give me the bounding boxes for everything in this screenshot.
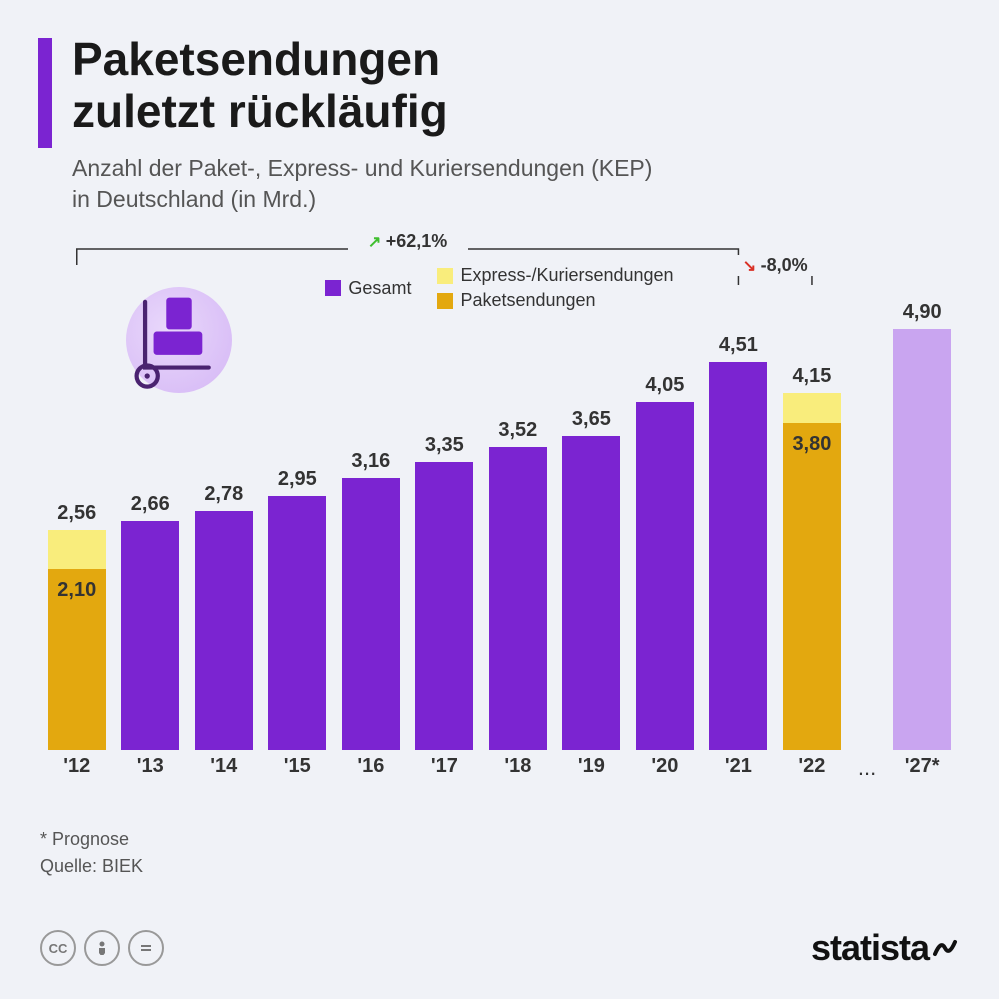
bar: 2,78: [195, 511, 253, 750]
bars-zone: 2,10 2,56 2,66 2,78 2,95 3,16 3,35 3,52 3,65 4,05…: [40, 320, 959, 750]
header-block: Paketsendungen zuletzt rückläufig Anzahl…: [72, 34, 959, 215]
bar: 3,35: [415, 462, 473, 750]
x-label: '19: [555, 755, 629, 785]
legend-express-label: Express-/Kuriersendungen: [460, 265, 673, 286]
x-label: '13: [114, 755, 188, 785]
title: Paketsendungen zuletzt rückläufig: [72, 34, 959, 137]
total-value-label: 3,16: [351, 450, 390, 473]
cc-icon: CC: [40, 930, 76, 966]
title-line1: Paketsendungen: [72, 33, 440, 85]
total-value-label: 4,51: [719, 334, 758, 357]
paket-value-label: 3,80: [792, 433, 831, 456]
total-value-label: 2,66: [131, 493, 170, 516]
by-icon: [84, 930, 120, 966]
legend-paket-label: Paketsendungen: [460, 290, 595, 311]
bar: 3,52: [489, 447, 547, 750]
bar: 3,16: [342, 478, 400, 750]
total-value-label: 3,52: [498, 419, 537, 442]
bar: 2,102,56: [48, 530, 106, 750]
bar: 2,66: [121, 521, 179, 750]
license-icons: CC: [40, 930, 164, 966]
x-label: '18: [481, 755, 555, 785]
total-value-label: 4,05: [645, 374, 684, 397]
x-label: '16: [334, 755, 408, 785]
bar-slot: [849, 320, 886, 750]
bar: 2,95: [268, 496, 326, 750]
footnote-l2: Quelle: BIEK: [40, 856, 143, 876]
bar: 4,51: [709, 362, 767, 750]
bar-slot: 4,05: [628, 320, 702, 750]
x-label: '14: [187, 755, 261, 785]
bar-slot: 3,35: [408, 320, 482, 750]
x-label: '27*: [885, 755, 959, 785]
brand-logo: statista: [811, 927, 959, 969]
bar: 4,90: [893, 329, 951, 750]
bar-slot: 4,90: [885, 320, 959, 750]
bar: 3,65: [562, 436, 620, 750]
paket-value-label: 2,10: [57, 579, 96, 602]
nd-icon: [128, 930, 164, 966]
total-value-label: 3,65: [572, 408, 611, 431]
bar-slot: 4,51: [702, 320, 776, 750]
x-label: ...: [849, 755, 886, 785]
footnote-l1: * Prognose: [40, 829, 129, 849]
accent-bar: [38, 38, 52, 148]
legend-gesamt-label: Gesamt: [348, 278, 411, 299]
legend-paket: Paketsendungen: [437, 290, 673, 311]
x-axis-labels: '12'13'14'15'16'17'18'19'20'21'22...'27*: [40, 755, 959, 785]
bar-slot: 2,95: [261, 320, 335, 750]
footer: CC statista: [40, 927, 959, 969]
total-value-label: 2,78: [204, 483, 243, 506]
bar-slot: 3,52: [481, 320, 555, 750]
x-label: '20: [628, 755, 702, 785]
bar: 3,804,15: [783, 393, 841, 750]
bar-slot: 3,16: [334, 320, 408, 750]
total-value-label: 2,95: [278, 468, 317, 491]
x-label: '21: [702, 755, 776, 785]
x-label: '12: [40, 755, 114, 785]
bar-slot: 2,66: [114, 320, 188, 750]
legend-gesamt: Gesamt: [325, 278, 411, 299]
bar-slot: 2,78: [187, 320, 261, 750]
x-label: '17: [408, 755, 482, 785]
total-value-label: 3,35: [425, 434, 464, 457]
subtitle-line2: in Deutschland (in Mrd.): [72, 186, 316, 212]
x-label: '15: [261, 755, 335, 785]
legend: Gesamt Express-/Kuriersendungen Paketsen…: [40, 265, 959, 311]
bar-slot: 2,10 2,56: [40, 320, 114, 750]
total-value-label: 2,56: [57, 502, 96, 525]
bar: 4,05: [636, 402, 694, 750]
bar-slot: 3,80 4,15: [775, 320, 849, 750]
subtitle: Anzahl der Paket-, Express- und Kurierse…: [72, 153, 959, 215]
chart-area: Gesamt Express-/Kuriersendungen Paketsen…: [40, 265, 959, 785]
footnote: * Prognose Quelle: BIEK: [40, 826, 143, 880]
brand-text: statista: [811, 927, 929, 969]
total-value-label: 4,15: [792, 365, 831, 388]
bar-slot: 3,65: [555, 320, 629, 750]
title-line2: zuletzt rückläufig: [72, 85, 448, 137]
x-label: '22: [775, 755, 849, 785]
subtitle-line1: Anzahl der Paket-, Express- und Kurierse…: [72, 155, 652, 181]
legend-express: Express-/Kuriersendungen: [437, 265, 673, 286]
